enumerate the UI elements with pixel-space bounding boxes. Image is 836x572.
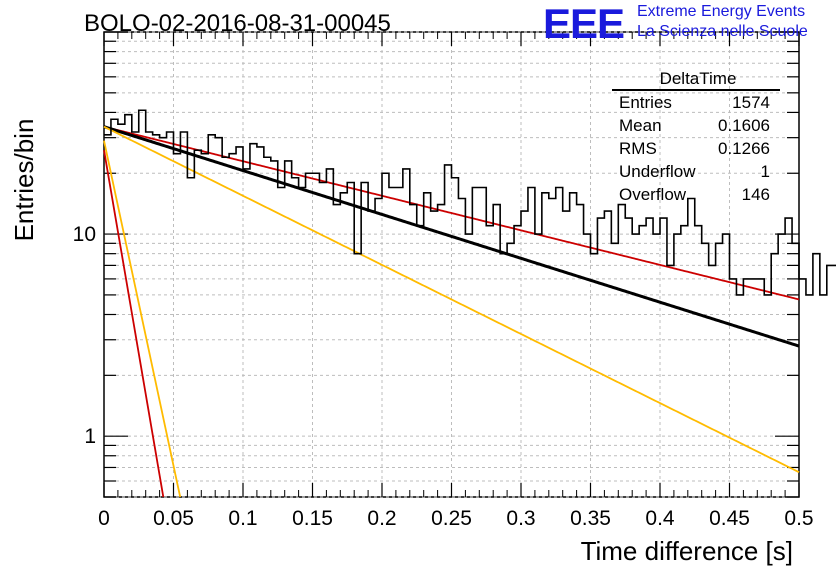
stats-label: Underflow bbox=[619, 162, 696, 181]
x-tick-label: 0.15 bbox=[292, 507, 333, 530]
y-tick-label: 10 bbox=[73, 223, 96, 246]
tick-labels-layer: 0 0.05 0.1 0.15 0.2 0.25 0.3 0.35 0.4 0.45 0.5 1 10 bbox=[73, 223, 814, 530]
stats-value: 0.1606 bbox=[718, 116, 770, 135]
x-tick-label: 0.3 bbox=[506, 507, 535, 530]
grid-layer bbox=[104, 31, 799, 498]
fit-curves-layer bbox=[103, 125, 800, 498]
fit-curve-3 bbox=[103, 125, 800, 474]
x-tick-label: 0.1 bbox=[228, 507, 257, 530]
stats-value: 1574 bbox=[732, 93, 770, 112]
x-tick-label: 0.2 bbox=[367, 507, 396, 530]
stats-box: DeltaTime Entries 1574 Mean 0.1606 RMS 0… bbox=[612, 68, 780, 206]
stats-value: 0.1266 bbox=[718, 139, 770, 158]
fit-curve-1 bbox=[103, 150, 165, 498]
eee-subtitle-line1: Extreme Energy Events bbox=[637, 3, 806, 20]
chart-title: BOLO-02-2016-08-31-00045 bbox=[84, 10, 391, 37]
x-tick-label: 0.35 bbox=[570, 507, 611, 530]
y-tick-label: 1 bbox=[84, 425, 96, 448]
fit-curve-0 bbox=[103, 125, 800, 301]
stats-label: Overflow bbox=[619, 185, 687, 204]
x-tick-label: 0 bbox=[98, 507, 110, 530]
x-tick-label: 0.4 bbox=[645, 507, 675, 530]
x-axis-label: Time difference [s] bbox=[581, 536, 793, 566]
stats-row-entries: Entries 1574 bbox=[612, 91, 780, 114]
x-tick-label: 0.5 bbox=[784, 507, 813, 530]
ticks-layer bbox=[103, 31, 800, 498]
histogram-outline bbox=[104, 109, 836, 296]
stats-label: Mean bbox=[619, 116, 662, 135]
stats-row-mean: Mean 0.1606 bbox=[612, 114, 780, 137]
fit-curve-4 bbox=[103, 140, 182, 498]
stats-title: DeltaTime bbox=[612, 68, 780, 91]
stats-label: RMS bbox=[619, 139, 657, 158]
eee-subtitle-line2: La Scienza nelle Scuole bbox=[637, 23, 808, 40]
eee-logo: EEE bbox=[543, 0, 625, 47]
histogram-layer bbox=[104, 109, 836, 296]
x-tick-label: 0.05 bbox=[153, 507, 194, 530]
stats-row-overflow: Overflow 146 bbox=[612, 183, 780, 206]
stats-value: 1 bbox=[760, 162, 770, 181]
x-tick-label: 0.45 bbox=[709, 507, 750, 530]
fit-curve-2 bbox=[103, 125, 800, 348]
stats-row-rms: RMS 0.1266 bbox=[612, 137, 780, 160]
stats-label: Entries bbox=[619, 93, 672, 112]
stats-value: 146 bbox=[741, 185, 770, 204]
x-tick-label: 0.25 bbox=[431, 507, 472, 530]
y-axis-label: Entries/bin bbox=[9, 119, 39, 242]
stats-row-underflow: Underflow 1 bbox=[612, 160, 780, 183]
